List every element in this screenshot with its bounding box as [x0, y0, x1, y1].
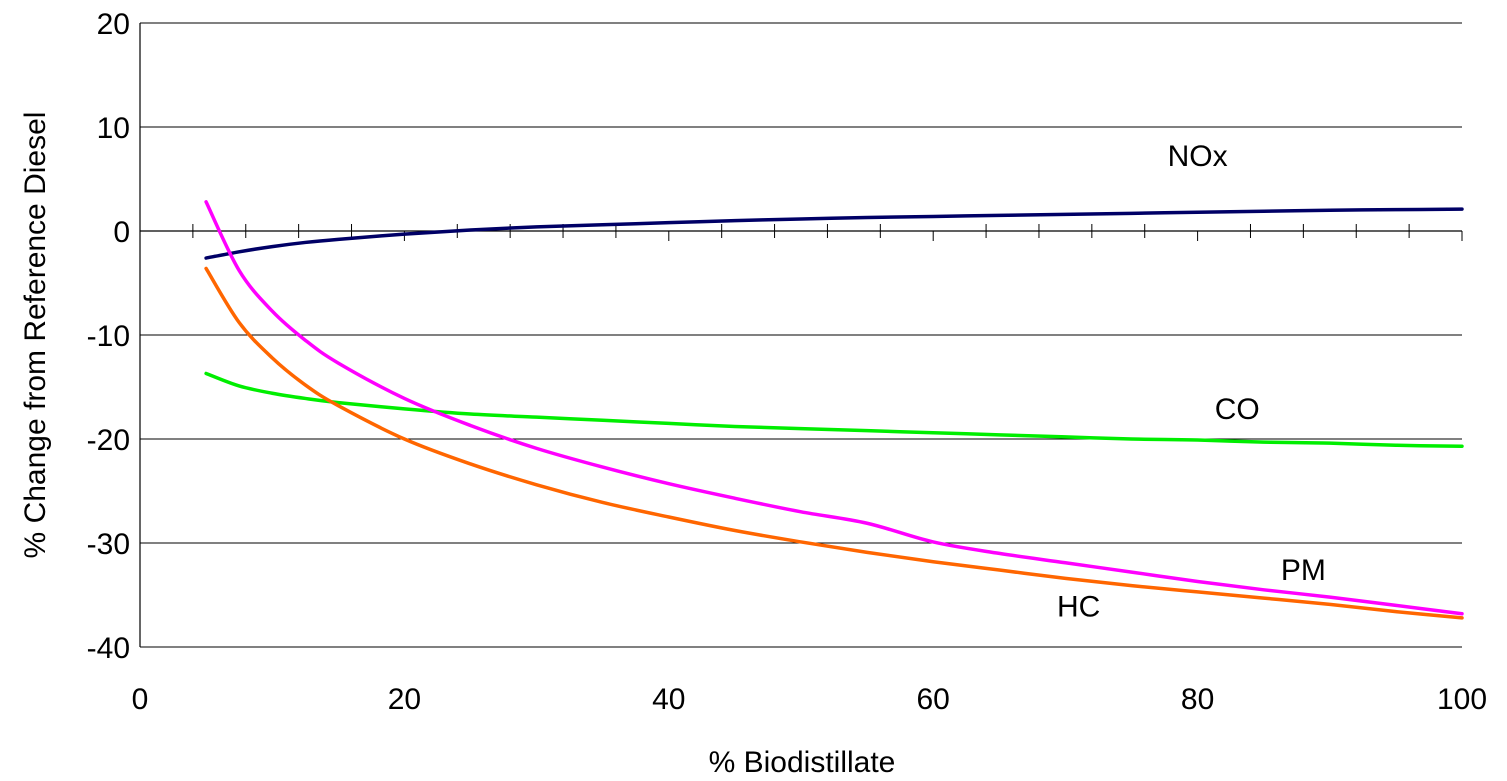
x-tick-label: 0 — [132, 683, 149, 716]
y-tick-label: 0 — [113, 216, 130, 249]
x-tick-label: 20 — [388, 683, 421, 716]
y-axis-title: % Change from Reference Diesel — [19, 112, 52, 559]
axes — [139, 23, 1463, 647]
series-line-nox — [204, 207, 1464, 260]
y-tick-labels: 20 10 0 -10 -20 -30 -40 — [87, 8, 130, 665]
series-labels: NOx CO PM HC — [1057, 140, 1326, 623]
y-tick-label: -20 — [87, 424, 130, 457]
x-tick-label: 40 — [652, 683, 685, 716]
y-tick-label: -40 — [87, 632, 130, 665]
series-label-pm: PM — [1281, 554, 1326, 587]
series-line-pm — [204, 200, 1464, 616]
y-tick-label: 20 — [97, 8, 130, 41]
series-label-nox: NOx — [1168, 140, 1228, 173]
x-tick-labels: 0 20 40 60 80 100 — [132, 683, 1487, 716]
series-line-hc — [204, 266, 1464, 620]
y-tick-label: 10 — [97, 112, 130, 145]
x-tick-label: 80 — [1181, 683, 1214, 716]
x-tick-label: 100 — [1437, 683, 1487, 716]
y-tick-label: -30 — [87, 528, 130, 561]
series-label-hc: HC — [1057, 590, 1100, 623]
gridlines — [140, 22, 1462, 648]
y-tick-label: -10 — [87, 320, 130, 353]
series-label-co: CO — [1215, 393, 1260, 426]
series-lines — [204, 200, 1464, 620]
x-axis-title: % Biodistillate — [709, 746, 896, 779]
x-tick-label: 60 — [917, 683, 950, 716]
